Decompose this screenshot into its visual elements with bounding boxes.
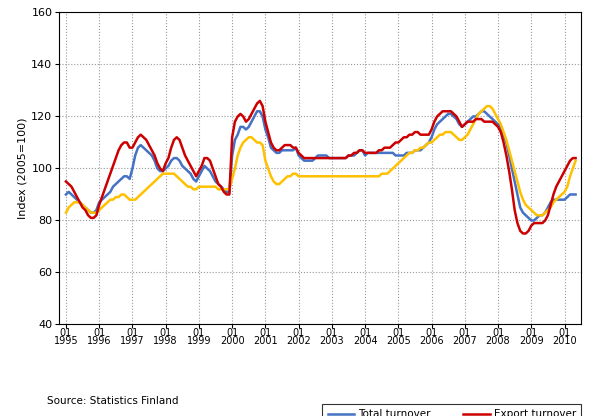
Text: 2003: 2003 xyxy=(320,336,344,346)
Text: 01: 01 xyxy=(292,328,305,338)
Text: 1998: 1998 xyxy=(154,336,178,346)
Text: 01: 01 xyxy=(525,328,537,338)
Text: 01: 01 xyxy=(193,328,205,338)
Text: 01: 01 xyxy=(359,328,371,338)
Text: 01: 01 xyxy=(126,328,139,338)
Text: 1995: 1995 xyxy=(53,336,78,346)
Text: 2004: 2004 xyxy=(353,336,377,346)
Legend: Total turnover, Domestic turnover, Export turnover: Total turnover, Domestic turnover, Expor… xyxy=(323,404,581,416)
Text: 01: 01 xyxy=(425,328,438,338)
Text: 01: 01 xyxy=(60,328,72,338)
Text: 01: 01 xyxy=(326,328,338,338)
Text: 1996: 1996 xyxy=(87,336,111,346)
Text: 01: 01 xyxy=(93,328,106,338)
Y-axis label: Index (2005=100): Index (2005=100) xyxy=(17,118,27,219)
Text: 2008: 2008 xyxy=(486,336,511,346)
Text: 01: 01 xyxy=(160,328,172,338)
Text: 2000: 2000 xyxy=(220,336,244,346)
Text: 2002: 2002 xyxy=(286,336,311,346)
Text: Source: Statistics Finland: Source: Statistics Finland xyxy=(47,396,179,406)
Text: 01: 01 xyxy=(392,328,404,338)
Text: 01: 01 xyxy=(458,328,471,338)
Text: 2006: 2006 xyxy=(419,336,444,346)
Text: 2007: 2007 xyxy=(452,336,477,346)
Text: 1997: 1997 xyxy=(120,336,145,346)
Text: 2009: 2009 xyxy=(519,336,544,346)
Text: 2001: 2001 xyxy=(253,336,278,346)
Text: 2010: 2010 xyxy=(552,336,577,346)
Text: 2005: 2005 xyxy=(386,336,411,346)
Text: 01: 01 xyxy=(226,328,238,338)
Text: 1999: 1999 xyxy=(187,336,211,346)
Text: 01: 01 xyxy=(259,328,272,338)
Text: 01: 01 xyxy=(492,328,504,338)
Text: 01: 01 xyxy=(559,328,570,338)
